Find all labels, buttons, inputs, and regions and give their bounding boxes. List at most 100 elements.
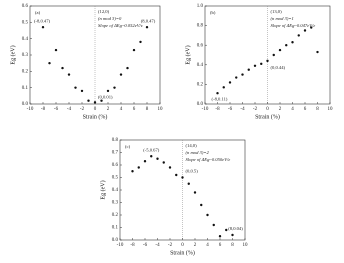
y-axis-label: Eg (eV) <box>184 45 191 64</box>
x-tick-label: -2 <box>80 107 85 112</box>
data-point <box>297 34 300 37</box>
x-tick-label: -4 <box>240 107 245 112</box>
panel: -10 -8 -6 -4 -2 0 2 4 6 8 10 0.0 0.2 0.4 0.6 0.8 1.0 Stra… <box>184 4 333 120</box>
y-axis-label: Eg (eV) <box>9 45 16 64</box>
panel-label: (c) <box>125 144 131 149</box>
data-point <box>181 176 184 179</box>
x-tick-label: -10 <box>117 243 124 248</box>
point-label: (0,0.01) <box>98 94 113 100</box>
y-tick-label: 0.6 <box>22 4 29 9</box>
data-point <box>200 203 203 207</box>
x-tick-label: 10 <box>158 107 164 112</box>
y-tick-label: 0.2 <box>112 213 119 218</box>
point-label: (-5,0.67) <box>143 147 160 153</box>
panel: -10 -8 -6 -4 -2 0 2 4 6 8 10 0.0 0.1 0.2 0.3 0.4 0.5 0.6 0… <box>99 138 248 256</box>
point-label: (8,0.47) <box>141 18 156 24</box>
data-point <box>291 41 294 44</box>
y-tick-label: 0.4 <box>22 37 29 42</box>
tube-index: (14,0) <box>186 143 198 149</box>
x-tick-label: 2 <box>194 243 197 248</box>
x-tick-label: -6 <box>228 107 233 112</box>
y-tick-label: 0.5 <box>22 20 29 25</box>
y-tick-label: 0.0 <box>112 238 119 243</box>
x-tick-label: 10 <box>243 243 249 248</box>
x-tick-label: 2 <box>107 107 110 112</box>
data-point <box>218 235 222 238</box>
data-point <box>278 48 282 52</box>
y-tick-label: 0.6 <box>197 43 204 48</box>
data-point <box>132 48 136 52</box>
y-tick-label: 0.3 <box>22 53 29 58</box>
y-tick-label: 0.8 <box>197 24 204 29</box>
y-tick-label: 0.8 <box>112 138 119 143</box>
x-tick-label: 10 <box>328 107 334 112</box>
tube-index: (12,0) <box>98 9 110 15</box>
point-label: (8,0.04) <box>228 226 243 232</box>
data-point <box>61 66 64 70</box>
data-point <box>150 155 153 158</box>
data-point <box>235 76 238 79</box>
data-point <box>231 233 234 237</box>
x-tick-label: 4 <box>206 243 209 248</box>
point-label: (0,0.44) <box>271 65 286 71</box>
x-tick-label: -2 <box>168 243 173 248</box>
panel: -10 -8 -6 -4 -2 0 2 4 6 8 10 0.0 0.1 0.2 0.3 0.4 0.5 0.6 S… <box>9 4 163 120</box>
data-point <box>137 166 140 169</box>
data-point <box>193 191 197 194</box>
y-tick-label: 0.3 <box>112 201 119 206</box>
y-tick-label: 0.1 <box>112 226 119 231</box>
data-point <box>145 26 149 29</box>
y-tick-label: 0.0 <box>197 102 204 107</box>
x-axis-label: Strain (%) <box>83 113 108 120</box>
x-tick-label: 8 <box>231 243 234 248</box>
y-tick-label: 0.7 <box>112 151 119 156</box>
data-point <box>80 89 84 93</box>
data-point <box>247 68 250 71</box>
data-point <box>41 26 45 29</box>
tube-index: (13,0) <box>271 9 283 15</box>
data-point <box>303 29 307 32</box>
y-tick-label: 0.1 <box>22 86 29 91</box>
x-tick-label: 8 <box>316 107 319 112</box>
x-tick-label: 4 <box>120 107 123 112</box>
x-tick-label: -10 <box>202 107 209 112</box>
data-point <box>93 101 97 104</box>
x-axis-label: Strain (%) <box>170 249 195 256</box>
x-tick-label: -4 <box>67 107 72 112</box>
data-point <box>285 44 288 47</box>
x-tick-label: -2 <box>253 107 258 112</box>
x-tick-label: 4 <box>291 107 294 112</box>
x-tick-label: -8 <box>130 243 135 248</box>
data-point <box>162 161 165 164</box>
data-point <box>126 66 129 70</box>
x-tick-label: -10 <box>27 107 34 112</box>
data-point <box>310 26 313 29</box>
data-point <box>225 228 228 232</box>
data-point <box>228 81 232 84</box>
x-tick-label: 8 <box>146 107 149 112</box>
x-tick-label: -6 <box>143 243 148 248</box>
slope-label: Slope of ΔEg~0.050eV/ε <box>186 157 231 162</box>
data-point <box>119 73 123 76</box>
panel-label: (b) <box>210 10 216 15</box>
y-axis-label: Eg (eV) <box>99 180 106 199</box>
x-tick-label: -4 <box>155 243 160 248</box>
data-point <box>187 182 190 185</box>
data-point <box>143 160 147 163</box>
y-tick-label: 0.2 <box>22 69 29 74</box>
data-point <box>156 157 159 160</box>
data-point <box>175 173 178 177</box>
family-label: (n mod 3)=2 <box>186 150 210 155</box>
x-tick-label: -6 <box>54 107 59 112</box>
data-point <box>316 50 319 54</box>
x-tick-label: 6 <box>133 107 136 112</box>
family-label: (n mod 3)=1 <box>271 16 294 21</box>
data-point <box>48 61 51 65</box>
x-tick-label: 0 <box>266 107 269 112</box>
data-point <box>212 223 215 227</box>
data-point <box>272 53 275 57</box>
x-tick-label: 0 <box>94 107 97 112</box>
point-label: (-8,0.11) <box>212 96 228 102</box>
y-tick-label: 0.5 <box>112 176 119 181</box>
x-tick-label: 6 <box>304 107 307 112</box>
